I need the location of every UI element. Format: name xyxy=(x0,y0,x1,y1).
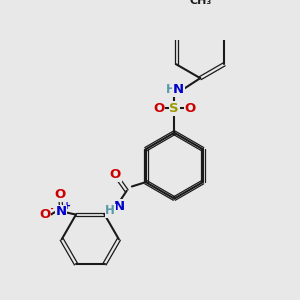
Text: H: H xyxy=(105,204,115,217)
Text: −: − xyxy=(45,203,55,214)
Text: O: O xyxy=(184,102,196,115)
Text: N: N xyxy=(56,206,67,218)
Text: H: H xyxy=(166,83,176,96)
Text: N: N xyxy=(113,200,124,213)
Text: +: + xyxy=(63,201,71,211)
Text: O: O xyxy=(39,208,50,221)
Text: O: O xyxy=(55,188,66,201)
Text: N: N xyxy=(173,83,184,96)
Text: S: S xyxy=(169,102,179,115)
Text: CH₃: CH₃ xyxy=(189,0,212,6)
Text: O: O xyxy=(153,102,164,115)
Text: O: O xyxy=(110,168,121,181)
